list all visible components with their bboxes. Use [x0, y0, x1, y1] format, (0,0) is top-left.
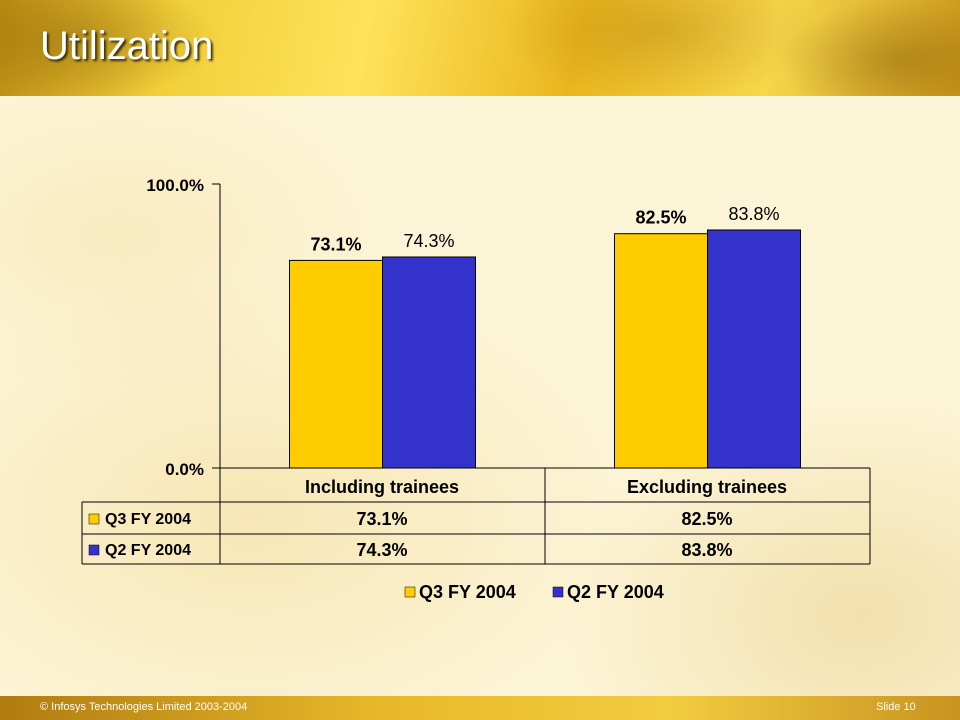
table-row-swatch-q3 [88, 513, 100, 525]
table-cell-q3-excluding: 82.5% [681, 509, 732, 529]
bar-q2-fy-2004-including-trainees [382, 256, 476, 469]
bars-layer: 73.1% 74.3% 82.5% 83.8% [289, 204, 801, 469]
legend: Q3 FY 2004 Q2 FY 2004 [404, 582, 664, 602]
legend-entry-q3: Q3 FY 2004 [419, 582, 516, 602]
bar-q2-fy-2004-excluding-trainees [707, 229, 801, 469]
table-row-label-q2: Q2 FY 2004 [105, 542, 191, 559]
header-band [0, 0, 960, 96]
data-table-grid [81, 467, 871, 565]
table-cell-q2-excluding: 83.8% [681, 540, 732, 560]
y-tick-label-min: 0.0% [165, 460, 204, 479]
table-cell-q3-including: 73.1% [356, 509, 407, 529]
data-label-q3-fy-2004-excluding-trainees: 82.5% [635, 208, 686, 228]
legend-swatch-q3 [404, 586, 416, 598]
table-cell-q2-including: 74.3% [356, 540, 407, 560]
legend-entry-q2: Q2 FY 2004 [567, 582, 664, 602]
footer-copyright: © Infosys Technologies Limited 2003-2004 [40, 701, 248, 713]
data-label-q2-fy-2004-including-trainees: 74.3% [403, 231, 454, 251]
footer-slide-number: Slide 10 [876, 701, 916, 713]
category-label-including: Including trainees [305, 477, 459, 497]
footer-band [0, 696, 960, 720]
data-label-q3-fy-2004-including-trainees: 73.1% [310, 234, 361, 254]
bar-q3-fy-2004-excluding-trainees [614, 233, 708, 469]
table-row-swatch-q2 [88, 544, 100, 556]
bar-q3-fy-2004-including-trainees [289, 259, 383, 469]
y-tick-label-max: 100.0% [146, 176, 204, 195]
slide-title: Utilization [40, 24, 214, 68]
legend-swatch-q2 [552, 586, 564, 598]
data-label-q2-fy-2004-excluding-trainees: 83.8% [728, 204, 779, 224]
category-label-excluding: Excluding trainees [627, 477, 787, 497]
table-row-label-q3: Q3 FY 2004 [105, 511, 191, 528]
